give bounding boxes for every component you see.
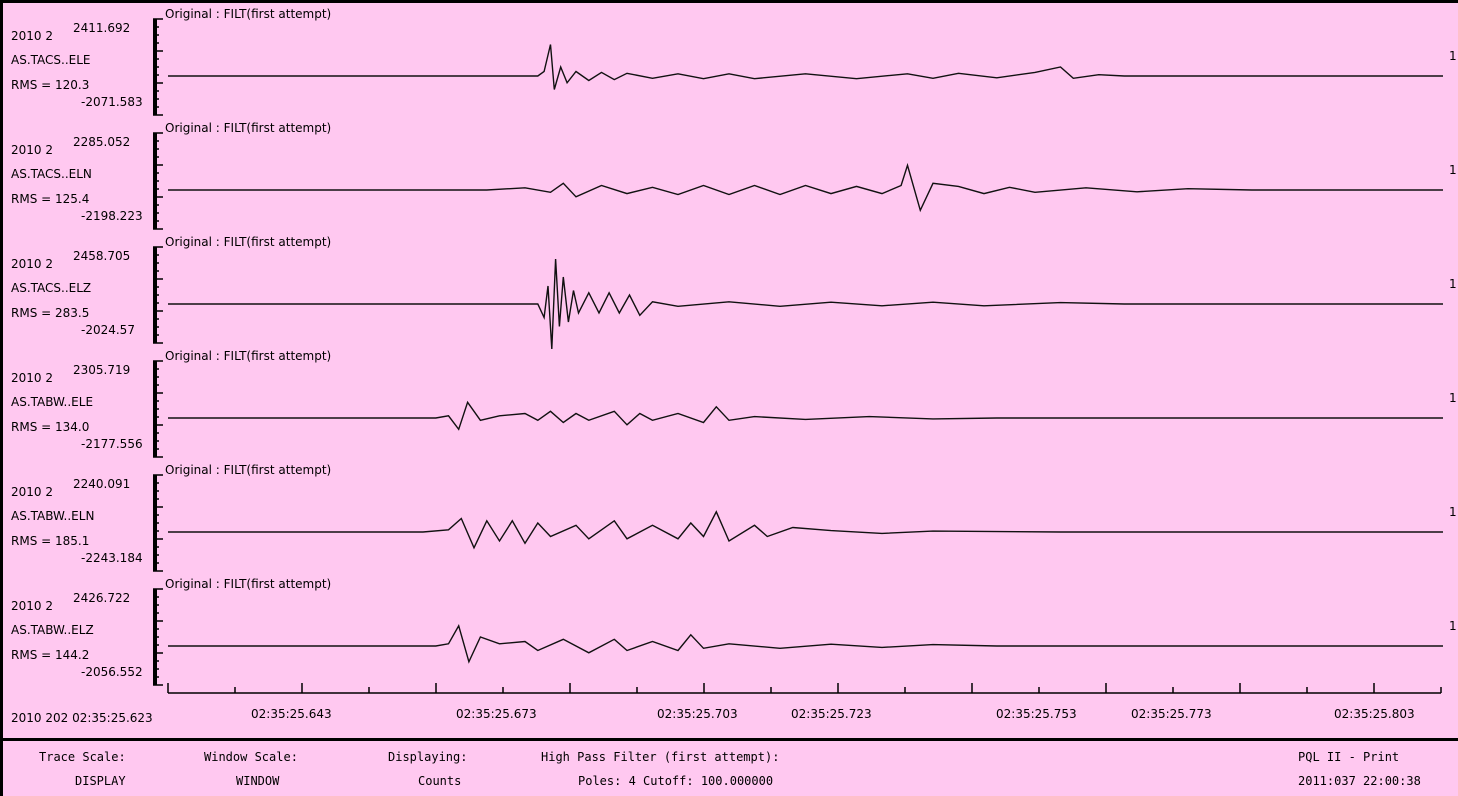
trace-date: 2010 2 [11, 257, 53, 271]
seismogram-plot: Original : FILT(first attempt) 2010 2 2411… [0, 0, 1458, 738]
waveform-line [168, 623, 1443, 664]
trace-station: AS.TABW..ELN [11, 509, 95, 523]
trace-panel[interactable] [153, 588, 1443, 686]
trace-date: 2010 2 [11, 29, 53, 43]
waveform-line [168, 258, 1443, 350]
time-tick-label: 02:35:25.803 [1334, 707, 1415, 721]
trace-min-value: -2177.556 [81, 437, 143, 451]
window-scale-value[interactable]: WINDOW [236, 774, 280, 788]
trace-scale-mark: 1 [1449, 163, 1457, 177]
trace-scale-label: Trace Scale: [39, 750, 126, 764]
window-scale-label: Window Scale: [204, 750, 298, 764]
time-tick-label: 02:35:25.723 [791, 707, 872, 721]
displaying-label: Displaying: [388, 750, 468, 764]
time-axis-start: 2010 202 02:35:25.623 [11, 711, 153, 725]
trace-min-value: -2243.184 [81, 551, 143, 565]
trace-date: 2010 2 [11, 599, 53, 613]
trace-scale-value[interactable]: DISPLAY [75, 774, 126, 788]
trace-date: 2010 2 [11, 485, 53, 499]
trace-station: AS.TACS..ELN [11, 167, 92, 181]
time-tick-label: 02:35:25.673 [456, 707, 537, 721]
trace-rms: RMS = 134.0 [11, 420, 90, 434]
trace-header: Original : FILT(first attempt) [165, 349, 332, 363]
window-title: PQL II - Print [1298, 750, 1400, 764]
trace-station: AS.TACS..ELZ [11, 281, 92, 295]
trace-rms: RMS = 125.4 [11, 192, 90, 206]
trace-panel[interactable] [153, 360, 1443, 458]
plot-canvas [153, 18, 1443, 694]
trace-max-value: 2458.705 [73, 249, 131, 263]
time-tick-label: 02:35:25.753 [996, 707, 1077, 721]
trace-header: Original : FILT(first attempt) [165, 121, 332, 135]
filter-value[interactable]: Poles: 4 Cutoff: 100.000000 [578, 774, 774, 788]
trace-panel[interactable] [153, 246, 1443, 350]
waveform-line [168, 400, 1443, 431]
trace-min-value: -2071.583 [81, 95, 143, 109]
trace-rms: RMS = 283.5 [11, 306, 90, 320]
trace-scale-mark: 1 [1449, 619, 1457, 633]
trace-header: Original : FILT(first attempt) [165, 463, 332, 477]
time-tick-label: 02:35:25.703 [657, 707, 738, 721]
trace-station: AS.TACS..ELE [11, 53, 91, 67]
trace-panel[interactable] [153, 474, 1443, 572]
trace-station: AS.TABW..ELE [11, 395, 94, 409]
trace-station: AS.TABW..ELZ [11, 623, 94, 637]
trace-max-value: 2426.722 [73, 591, 131, 605]
status-footer: Trace Scale: DISPLAY Window Scale: WINDO… [0, 738, 1458, 796]
trace-max-value: 2305.719 [73, 363, 131, 377]
waveform-line [168, 510, 1443, 550]
print-datetime: 2011:037 22:00:38 [1298, 774, 1421, 788]
filter-label: High Pass Filter (first attempt): [541, 750, 780, 764]
waveform-line [168, 162, 1443, 213]
trace-min-value: -2056.552 [81, 665, 143, 679]
trace-rms: RMS = 185.1 [11, 534, 90, 548]
trace-max-value: 2240.091 [73, 477, 131, 491]
trace-scale-mark: 1 [1449, 505, 1457, 519]
time-tick-label: 02:35:25.773 [1131, 707, 1212, 721]
trace-scale-mark: 1 [1449, 391, 1457, 405]
trace-max-value: 2285.052 [73, 135, 131, 149]
trace-scale-mark: 1 [1449, 49, 1457, 63]
trace-rms: RMS = 144.2 [11, 648, 90, 662]
trace-max-value: 2411.692 [73, 21, 131, 35]
trace-scale-mark: 1 [1449, 277, 1457, 291]
trace-date: 2010 2 [11, 371, 53, 385]
trace-header: Original : FILT(first attempt) [165, 7, 332, 21]
trace-rms: RMS = 120.3 [11, 78, 90, 92]
waveform-line [168, 44, 1443, 90]
displaying-value[interactable]: Counts [418, 774, 462, 788]
trace-panel[interactable] [153, 132, 1443, 230]
trace-min-value: -2024.57 [81, 323, 135, 337]
trace-min-value: -2198.223 [81, 209, 143, 223]
trace-header: Original : FILT(first attempt) [165, 235, 332, 249]
trace-header: Original : FILT(first attempt) [165, 577, 332, 591]
time-tick-label: 02:35:25.643 [251, 707, 332, 721]
trace-panel[interactable] [153, 18, 1443, 116]
trace-date: 2010 2 [11, 143, 53, 157]
